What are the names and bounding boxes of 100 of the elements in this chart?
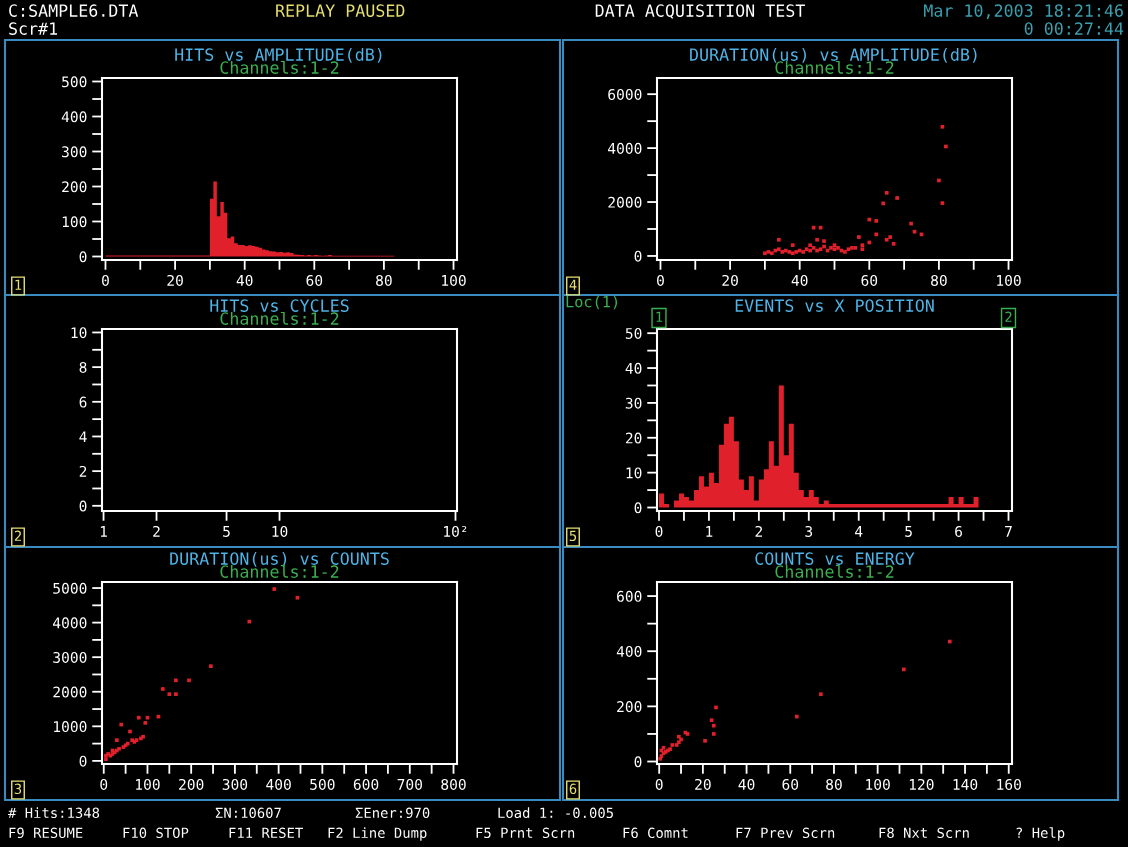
y-tick-label: 0 [634, 250, 642, 262]
text: ΣEner:970 [355, 807, 430, 819]
y-tick-label: 5000 [53, 582, 87, 594]
x-tick-label: 40 [236, 274, 253, 286]
point [763, 251, 767, 256]
x-tick-label: 140 [953, 778, 978, 790]
y-tick-label: 1000 [54, 721, 87, 733]
x-tick-label: 100 [997, 274, 1021, 286]
x-tick-label: 800 [441, 778, 466, 790]
text: F7 Prev Scrn [736, 827, 835, 839]
y-tick-label: 2 [79, 465, 87, 477]
y-tick-label: 2000 [53, 686, 87, 698]
point [815, 237, 819, 242]
x-tick-label: 400 [266, 778, 291, 790]
point [136, 715, 141, 720]
point [167, 692, 172, 697]
point [884, 191, 889, 195]
text: REPLAY PAUSED [276, 4, 405, 17]
y-tick-label: 6 [79, 396, 87, 408]
y-tick-label: 6000 [608, 88, 642, 100]
y-tick-label: 50 [625, 327, 642, 339]
point [776, 237, 781, 242]
text: Scr#1 [9, 22, 58, 35]
x-tick-label: 80 [376, 274, 392, 286]
y-tick-label: 0 [79, 500, 87, 512]
x-tick-label: 2 [153, 525, 160, 537]
point [874, 219, 879, 223]
point [670, 743, 675, 747]
x-tick-label: 100 [866, 778, 890, 790]
point [115, 738, 119, 742]
y-tick-label: 600 [617, 590, 642, 602]
point [857, 235, 861, 239]
x-tick-label: 7 [1005, 526, 1012, 537]
point [160, 687, 165, 691]
point [850, 246, 854, 250]
point [787, 250, 792, 254]
point [770, 251, 774, 256]
chart-title: COUNTS vs ENERGY [755, 552, 915, 565]
text: F9 RESUME [9, 827, 83, 839]
point [174, 692, 178, 697]
y-tick-label: 400 [616, 645, 642, 657]
chart-title: HITS vs CYCLES [210, 299, 349, 312]
y-tick-label: 0 [79, 755, 87, 767]
chart-subtitle: Channels:1-2 [775, 564, 894, 578]
y-tick-label: 8 [79, 361, 87, 373]
text: Load 1: -0.005 [498, 807, 613, 819]
y-tick-label: 500 [62, 76, 87, 88]
x-tick-label: 60 [782, 778, 799, 790]
y-tick-label: 4 [79, 431, 87, 443]
x-tick-label: 0 [655, 525, 663, 537]
x-tick-label: 10² [444, 525, 467, 537]
y-tick-label: 0 [634, 756, 642, 768]
point [829, 246, 833, 250]
x-tick-label: 1 [706, 526, 713, 537]
x-tick-label: 60 [306, 274, 323, 286]
x-tick-label: 160 [997, 778, 1021, 790]
y-tick-label: 3000 [53, 651, 87, 663]
text: F2 Line Dump [328, 827, 427, 841]
annotation: 1 [656, 311, 663, 322]
text: F5 Prnt Scrn [476, 827, 575, 839]
point [703, 739, 707, 743]
y-tick-label: 400 [61, 111, 87, 123]
text: ΣN:10607 [215, 807, 281, 819]
x-tick-label: 5 [905, 526, 912, 537]
x-tick-label: 5 [223, 526, 230, 537]
text: Mar 10,2003 18:21:46 [924, 4, 1123, 19]
point [843, 250, 847, 254]
y-tick-label: 100 [62, 216, 87, 228]
text: F10 STOP [123, 827, 189, 839]
y-tick-label: 0 [79, 251, 87, 263]
x-tick-label: 80 [826, 778, 842, 790]
x-tick-label: 200 [179, 778, 204, 790]
x-tick-label: 300 [222, 778, 248, 790]
x-tick-label: 100 [136, 778, 160, 790]
x-tick-label: 0 [657, 274, 664, 286]
y-tick-label: 200 [617, 701, 642, 713]
chart-subtitle: Channels:1-2 [220, 311, 339, 325]
text: ? Help [1016, 827, 1065, 841]
point [819, 692, 823, 697]
x-tick-label: 3 [805, 525, 813, 537]
x-tick-label: 500 [310, 778, 335, 790]
point [143, 721, 148, 725]
point [790, 243, 795, 248]
chart-subtitle: Channels:1-2 [775, 60, 894, 74]
y-tick-label: 20 [625, 432, 642, 444]
x-tick-label: 100 [442, 274, 466, 286]
chart-subtitle: Channels:1-2 [220, 60, 339, 74]
text: F11 RESET [229, 827, 303, 839]
x-tick-label: 4 [855, 526, 863, 537]
y-tick-label: 300 [62, 146, 87, 158]
y-tick-label: 200 [62, 181, 87, 193]
point [884, 237, 889, 242]
point [888, 235, 893, 239]
text: C:SAMPLE6.DTA [9, 4, 139, 17]
x-tick-label: 120 [909, 778, 934, 790]
x-tick-label: 20 [722, 274, 738, 286]
y-tick-label: 10 [626, 467, 642, 479]
y-tick-label: 2000 [608, 196, 642, 208]
text: F6 Comnt [623, 827, 688, 839]
point [895, 196, 899, 200]
